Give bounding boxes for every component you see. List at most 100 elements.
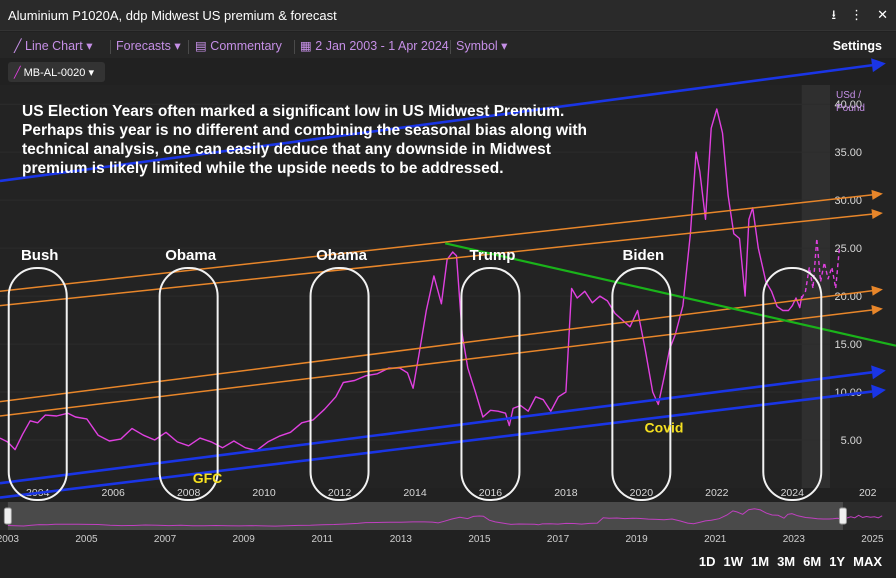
annotation-text: US Election Years often marked a signifi… — [22, 103, 587, 177]
x-tick-label: 2008 — [177, 487, 201, 499]
comment-icon: ▤ — [195, 39, 207, 53]
x-tick-label: 2010 — [252, 487, 276, 499]
x-tick-label: 2006 — [102, 487, 126, 499]
trendline — [0, 290, 873, 403]
toolbar-divider — [188, 40, 189, 54]
trendline — [0, 371, 873, 485]
chevron-down-icon: ▾ — [501, 39, 508, 53]
range-1y-button[interactable]: 1Y — [829, 554, 846, 569]
election-year-marker — [762, 267, 823, 501]
navigator-tick-label: 2025 — [861, 534, 884, 545]
election-label: Trump — [470, 247, 516, 264]
trendline — [0, 309, 873, 417]
series-chip-label: MB-AL-0020 — [23, 67, 86, 79]
election-year-marker — [7, 267, 68, 501]
election-year-marker — [460, 267, 521, 501]
toolbar-divider — [450, 40, 451, 54]
election-year-marker — [611, 267, 672, 501]
x-tick-label: 202 — [859, 487, 877, 499]
symbol-menu[interactable]: Symbol ▾ — [456, 38, 507, 53]
x-tick-label: 2018 — [554, 487, 578, 499]
navigator-tick-label: 2017 — [547, 534, 570, 545]
x-tick-label: 2012 — [328, 487, 352, 499]
event-label: GFC — [193, 470, 223, 486]
trendline-arrowhead — [871, 305, 883, 315]
trendline-arrowhead — [871, 58, 886, 73]
navigator-tick-label: 2023 — [783, 534, 806, 545]
annotation-line: technical analysis, one can easily deduc… — [22, 141, 551, 158]
range-1m-button[interactable]: 1M — [751, 554, 770, 569]
commentary-label: Commentary — [210, 39, 282, 53]
election-label: Obama — [165, 247, 217, 264]
trendline — [0, 63, 873, 183]
download-icon[interactable]: ⭳ — [831, 7, 837, 22]
forecasts-label: Forecasts — [116, 39, 171, 53]
range-1d-button[interactable]: 1D — [698, 554, 716, 569]
commentary-button[interactable]: ▤ Commentary — [195, 38, 282, 53]
chevron-down-icon: ▾ — [174, 39, 181, 53]
navigator-line — [7, 508, 883, 527]
line-chart-icon: ╱ — [14, 39, 22, 53]
navigator-handle[interactable] — [3, 507, 12, 525]
date-range-button[interactable]: ▦ 2 Jan 2003 - 1 Apr 2024 — [300, 38, 449, 53]
navigator-tick-label: 2005 — [75, 534, 98, 545]
navigator-tick-label: 2019 — [626, 534, 649, 545]
date-range-label: 2 Jan 2003 - 1 Apr 2024 — [315, 39, 449, 53]
forecasts-menu[interactable]: Forecasts ▾ — [116, 38, 181, 53]
y-tick-label: 35.00 — [834, 147, 862, 159]
calendar-icon: ▦ — [300, 39, 312, 53]
chevron-down-icon: ▾ — [88, 67, 94, 79]
y-unit-label: Pound — [836, 103, 865, 114]
trendline — [0, 194, 873, 293]
window-icons: ⭳ ⋮ ✕ — [832, 6, 888, 24]
more-icon[interactable]: ⋮ — [850, 7, 864, 22]
window-title: Aluminium P1020A, ddp Midwest US premium… — [8, 8, 337, 23]
election-label: Biden — [623, 247, 665, 264]
line-chart-label: Line Chart — [25, 39, 83, 53]
trendline-arrowhead — [871, 189, 883, 200]
toolbar: ╱ Line Chart ▾ Forecasts ▾ ▤ Commentary … — [0, 32, 896, 58]
navigator-tick-label: 2013 — [390, 534, 413, 545]
trendline-arrowhead — [871, 365, 886, 380]
annotation-line: Perhaps this year is no different and co… — [22, 122, 587, 139]
chevron-down-icon: ▾ — [86, 39, 93, 53]
navigator-tick-label: 2003 — [0, 534, 19, 545]
annotation-line: US Election Years often marked a signifi… — [22, 103, 564, 120]
election-label: Bush — [21, 247, 59, 264]
navigator-tick-label: 2009 — [233, 534, 256, 545]
y-tick-label: 40.00 — [834, 99, 862, 111]
annotation-line: premium is likely limited while the upsi… — [22, 160, 504, 177]
range-6m-button[interactable]: 6M — [803, 554, 822, 569]
navigator-tick-label: 2007 — [154, 534, 177, 545]
settings-button[interactable]: Settings — [832, 39, 882, 53]
x-tick-label: 2014 — [403, 487, 427, 499]
toolbar-divider — [110, 40, 111, 54]
line-chart-icon: ╱ — [14, 67, 21, 79]
navigator-handle[interactable] — [838, 507, 847, 525]
series-chip[interactable]: ╱ MB-AL-0020 ▾ — [8, 62, 105, 82]
toolbar-divider — [294, 40, 295, 54]
forecast-line — [801, 237, 841, 299]
range-max-button[interactable]: MAX — [853, 554, 882, 569]
y-tick-label: 25.00 — [834, 243, 862, 255]
window-titlebar: Aluminium P1020A, ddp Midwest US premium… — [0, 0, 896, 31]
y-unit-label: USd / — [836, 90, 861, 101]
series-line — [0, 108, 803, 452]
x-tick-label: 2022 — [705, 487, 729, 499]
election-year-marker — [158, 267, 219, 501]
y-tick-label: 15.00 — [834, 339, 862, 351]
range-3m-button[interactable]: 3M — [777, 554, 796, 569]
event-label: Covid — [645, 419, 684, 435]
close-icon[interactable]: ✕ — [877, 7, 888, 22]
election-label: Obama — [316, 247, 368, 264]
trendline-arrowhead — [871, 285, 883, 296]
line-chart-menu[interactable]: ╱ Line Chart ▾ — [14, 38, 92, 53]
y-tick-label: 5.00 — [841, 435, 862, 447]
trendline — [0, 213, 873, 307]
x-tick-label: 2020 — [630, 487, 654, 499]
x-tick-label: 2024 — [781, 487, 805, 499]
navigator-tick-label: 2021 — [704, 534, 727, 545]
range-1w-button[interactable]: 1W — [723, 554, 744, 569]
navigator-tick-label: 2015 — [468, 534, 491, 545]
